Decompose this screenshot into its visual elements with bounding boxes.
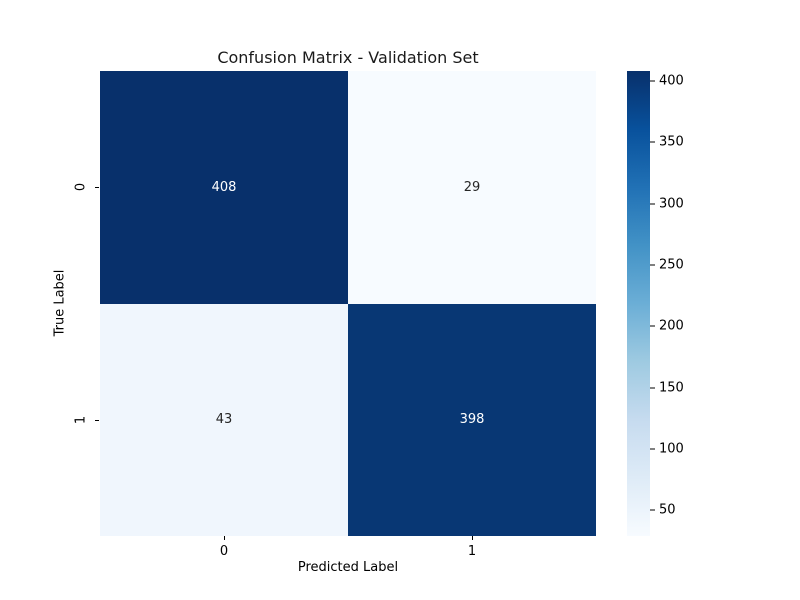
- y-tick-mark: [95, 419, 99, 421]
- colorbar-tick-mark: [650, 509, 655, 511]
- y-tick-label: 1: [73, 415, 89, 424]
- colorbar-tick-mark: [650, 80, 655, 82]
- colorbar-tick-mark: [650, 387, 655, 389]
- colorbar-tick-mark: [650, 448, 655, 450]
- colorbar-tick-label: 50: [659, 502, 676, 518]
- colorbar-tick-label: 400: [659, 73, 684, 89]
- colorbar-tick-label: 100: [659, 441, 684, 457]
- x-tick-mark: [472, 536, 473, 540]
- colorbar-tick-label: 250: [659, 257, 684, 273]
- colorbar-tick-mark: [650, 325, 655, 327]
- y-axis-label: True Label: [52, 269, 68, 337]
- x-tick-mark: [224, 536, 225, 540]
- y-tick-mark: [95, 187, 99, 189]
- colorbar-tick-label: 300: [659, 196, 684, 211]
- colorbar-ticks: 400 350 300 250 200 150 100 50: [650, 71, 710, 536]
- heatmap-cell: 408: [100, 71, 348, 304]
- x-axis-label: Predicted Label: [297, 560, 399, 575]
- heatmap: 408 29 43 398: [100, 71, 596, 536]
- colorbar-tick-mark: [650, 203, 655, 204]
- chart-title: Confusion Matrix - Validation Set: [217, 48, 479, 67]
- colorbar-tick-mark: [650, 141, 655, 143]
- y-tick-label: 0: [73, 183, 89, 192]
- colorbar-tick-label: 350: [659, 134, 684, 150]
- heatmap-cell: 29: [348, 71, 596, 304]
- heatmap-cell: 43: [100, 303, 348, 536]
- colorbar-tick-mark: [650, 264, 655, 266]
- colorbar: [627, 71, 650, 536]
- heatmap-cell: 398: [348, 303, 596, 536]
- x-tick-label: 0: [219, 544, 229, 559]
- colorbar-tick-label: 150: [659, 380, 684, 396]
- x-tick-label: 1: [467, 544, 477, 559]
- colorbar-tick-label: 200: [659, 318, 684, 334]
